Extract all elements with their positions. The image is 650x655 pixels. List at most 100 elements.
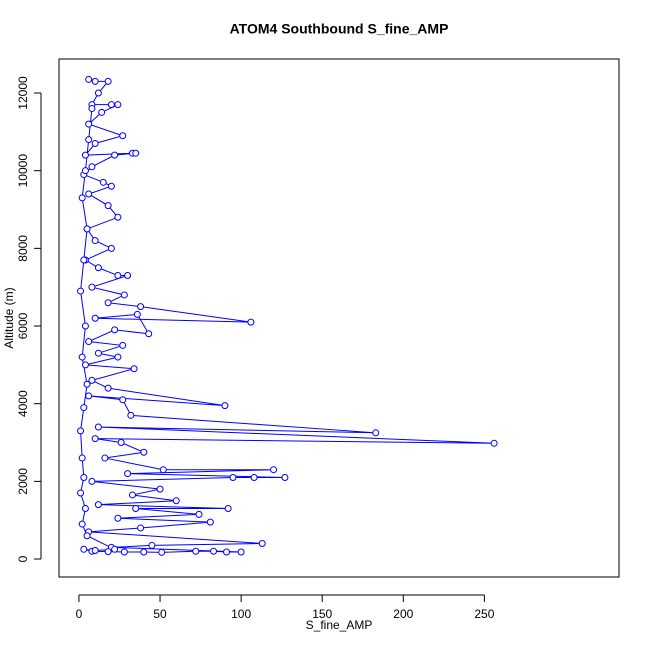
data-point [94,89,102,97]
data-point [114,101,122,109]
data-point [78,353,86,361]
x-tick-label: 0 [76,607,83,621]
data-point [78,520,86,528]
data-point [156,485,164,493]
data-point [99,178,107,186]
data-point [127,411,135,419]
data-point [128,491,136,499]
data-point [107,182,115,190]
data-point [83,380,91,388]
data-point [111,326,119,334]
data-point [94,349,102,357]
data-point [206,518,214,526]
data-point [221,402,229,410]
x-tick-label: 200 [393,607,413,621]
data-point [159,466,167,474]
data-point [104,202,112,210]
y-tick-label: 0 [16,555,30,562]
data-point [117,439,125,447]
data-point [158,548,166,556]
data-point [94,264,102,272]
data-point [80,256,88,264]
data-point [210,547,218,555]
data-point [85,75,93,83]
data-point [124,470,132,478]
data-point [107,244,115,252]
x-tick-label: 150 [312,607,332,621]
data-point [372,429,380,437]
data-point [119,132,127,140]
data-point [148,541,156,549]
x-tick-label: 100 [231,607,251,621]
data-point [192,547,200,555]
x-tick-label: 50 [153,607,167,621]
data-point [111,151,119,159]
x-axis-label: S_fine_AMP [306,618,373,632]
data-point [130,365,138,373]
data-point [104,548,112,556]
data-point [114,514,122,522]
data-point [94,501,102,509]
data-point [104,299,112,307]
data-point [91,546,99,554]
data-point [91,237,99,245]
data-point [107,101,115,109]
data-point [77,287,85,295]
data-point [270,466,278,474]
data-point [81,167,89,175]
y-tick-label: 2000 [16,468,30,495]
data-point [85,190,93,198]
data-point [91,140,99,148]
data-point [80,545,88,553]
data-point [133,310,141,318]
data-point [224,505,232,513]
y-tick-label: 12000 [16,76,30,110]
data-point [91,435,99,443]
data-point [145,330,153,338]
data-point [83,225,91,233]
data-point [78,454,86,462]
data-point [85,392,93,400]
data-point [81,505,89,513]
data-point [250,473,258,481]
data-point [120,291,128,299]
x-tick-label: 250 [474,607,494,621]
data-point [120,548,128,556]
data-point [81,151,89,159]
data-point [81,322,89,330]
data-point [81,361,89,369]
data-point [78,194,86,202]
data-point [114,353,122,361]
data-point [132,505,140,513]
data-point [85,120,93,128]
chart-title: ATOM4 Southbound S_fine_AMP [230,21,449,37]
data-point [104,384,112,392]
data-point [94,423,102,431]
y-tick-label: 6000 [16,312,30,339]
data-point [80,473,88,481]
data-point [258,539,266,547]
data-point [195,510,203,518]
data-point [85,338,93,346]
data-point [77,427,85,435]
data-point [88,105,96,113]
data-point [237,548,245,556]
data-point [223,548,231,556]
data-point [247,318,255,326]
data-point [172,497,180,505]
data-point [88,163,96,171]
y-axis-label: Altitude (m) [2,287,16,348]
data-point [91,314,99,322]
data-point [140,448,148,456]
data-point [85,136,93,144]
y-tick-label: 4000 [16,390,30,417]
data-point [119,341,127,349]
data-point [137,303,145,311]
data-point [140,548,148,556]
data-point [101,454,109,462]
data-point [98,108,106,116]
y-tick-label: 8000 [16,235,30,262]
data-point [111,545,119,553]
data-point [132,149,140,157]
